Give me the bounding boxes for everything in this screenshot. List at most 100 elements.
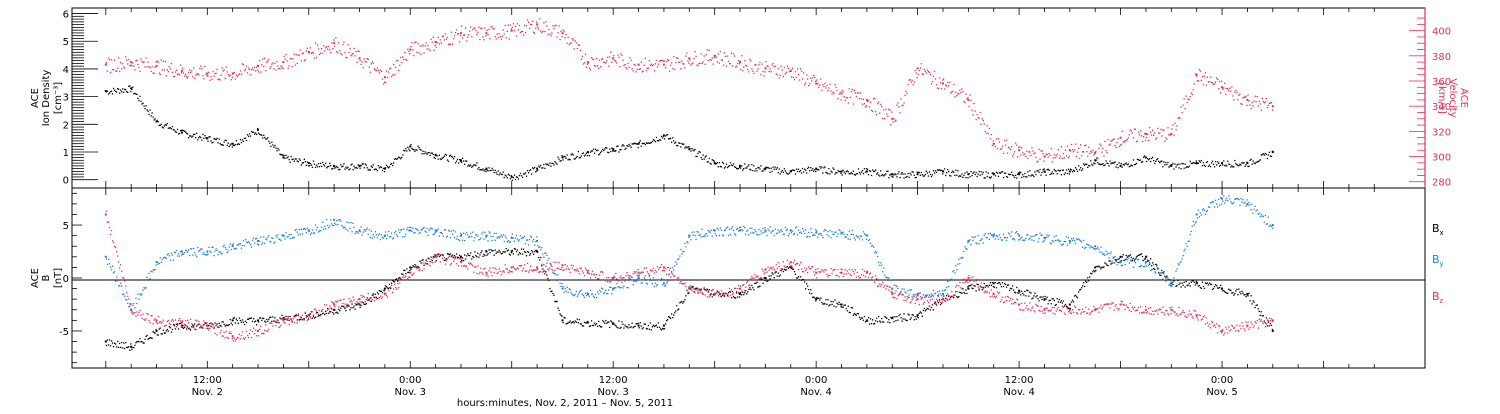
by-point-9 <box>333 219 335 221</box>
bz-point-34 <box>967 277 969 279</box>
bz-point-9 <box>333 304 335 306</box>
velocity-ytick-400: 400 <box>1432 27 1451 38</box>
bx-point-9 <box>333 309 335 311</box>
bx-point-39 <box>1094 266 1096 268</box>
velocity-point-3 <box>181 70 183 72</box>
density-point-43 <box>1196 162 1198 164</box>
bz-point-43 <box>1196 314 1198 316</box>
density-point-9 <box>333 165 335 167</box>
bz-point-25 <box>739 288 741 290</box>
bz-point-15 <box>485 272 487 274</box>
velocity-point-45 <box>1246 99 1248 101</box>
velocity-point-12 <box>409 49 411 51</box>
bx-point-43 <box>1196 282 1198 284</box>
bz-point-18 <box>562 264 564 266</box>
bz-point-21 <box>638 272 640 274</box>
bz-point-39 <box>1094 309 1096 311</box>
density-point-16 <box>511 176 513 178</box>
velocity-point-18 <box>562 32 564 34</box>
by-point-15 <box>485 235 487 237</box>
b-ytick--5: -5 <box>59 327 69 338</box>
velocity-point-36 <box>1018 149 1020 151</box>
density-point-25 <box>739 165 741 167</box>
bz-point-28 <box>815 272 817 274</box>
bx-point-46 <box>1272 330 1274 332</box>
bx-point-44 <box>1221 288 1223 290</box>
velocity-ytick-380: 380 <box>1432 52 1451 63</box>
bz-point-40 <box>1120 304 1122 306</box>
bx-point-37 <box>1044 298 1046 300</box>
bz-point-44 <box>1221 330 1223 332</box>
xtick-time-2: 12:00 <box>599 375 628 386</box>
by-point-33 <box>942 293 944 295</box>
velocity-point-38 <box>1069 149 1071 151</box>
bx-point-0 <box>105 341 107 343</box>
ion-density-series <box>105 85 1274 181</box>
bz-point-16 <box>511 266 513 268</box>
velocity-point-28 <box>815 83 817 85</box>
density-point-12 <box>409 146 411 148</box>
velocity-point-15 <box>485 32 487 34</box>
bz-point-38 <box>1069 309 1071 311</box>
by-point-36 <box>1018 235 1020 237</box>
density-ylabel-line1: ACE <box>30 88 41 108</box>
xtick-time-3: 0:00 <box>805 375 827 386</box>
velocity-point-37 <box>1044 156 1046 158</box>
bz-point-42 <box>1170 309 1172 311</box>
density-point-27 <box>790 170 792 172</box>
density-ytick-2: 2 <box>63 120 69 131</box>
bz-point-8 <box>308 314 310 316</box>
velocity-series <box>105 18 1274 162</box>
bx-point-26 <box>764 277 766 279</box>
b-ylabel-line3: [nT] <box>53 268 64 288</box>
legend-by: By <box>1432 253 1444 268</box>
density-point-40 <box>1120 165 1122 167</box>
by-series <box>105 195 1274 312</box>
by-point-21 <box>638 277 640 279</box>
velocity-point-11 <box>384 76 386 78</box>
velocity-ytick-300: 300 <box>1432 153 1451 164</box>
velocity-point-14 <box>460 32 462 34</box>
bz-point-41 <box>1145 309 1147 311</box>
bx-point-32 <box>917 314 919 316</box>
by-point-25 <box>739 229 741 231</box>
by-point-14 <box>460 235 462 237</box>
density-point-7 <box>282 157 284 159</box>
density-point-32 <box>917 173 919 175</box>
bx-point-30 <box>866 319 868 321</box>
by-point-23 <box>688 235 690 237</box>
xtick-time-5: 0:00 <box>1211 375 1233 386</box>
velocity-point-10 <box>359 57 361 59</box>
by-point-41 <box>1145 261 1147 263</box>
bx-point-22 <box>663 325 665 327</box>
bz-point-46 <box>1272 319 1274 321</box>
legend-bx: Bx <box>1432 222 1444 237</box>
xtick-day-0: Nov. 2 <box>192 387 223 398</box>
velocity-point-25 <box>739 61 741 63</box>
by-point-18 <box>562 288 564 290</box>
velocity-point-7 <box>282 61 284 63</box>
bz-series <box>105 211 1274 342</box>
bz-point-45 <box>1246 325 1248 327</box>
bz-point-2 <box>156 319 158 321</box>
bz-point-10 <box>359 298 361 300</box>
x-axis-title: hours:minutes, Nov. 2, 2011 – Nov. 5, 20… <box>457 398 673 409</box>
velocity-point-22 <box>663 64 665 66</box>
legend-bz-label: B <box>1432 290 1440 303</box>
bx-point-2 <box>156 330 158 332</box>
velocity-point-32 <box>917 67 919 69</box>
legend-bz-subscript: z <box>1440 297 1444 305</box>
bz-point-4 <box>206 325 208 327</box>
bx-point-6 <box>257 319 259 321</box>
bx-point-17 <box>536 251 538 253</box>
density-point-11 <box>384 168 386 170</box>
density-point-45 <box>1246 162 1248 164</box>
velocity-point-13 <box>435 41 437 43</box>
velocity-point-44 <box>1221 86 1223 88</box>
density-point-14 <box>460 159 462 161</box>
bz-point-26 <box>764 269 766 271</box>
bz-point-3 <box>181 322 183 324</box>
density-point-15 <box>485 168 487 170</box>
